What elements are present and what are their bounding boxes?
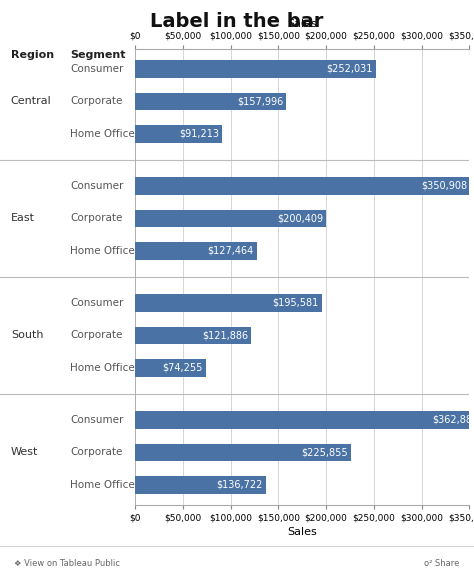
Bar: [135, 242, 257, 260]
Text: West: West: [11, 447, 38, 458]
Text: Central: Central: [11, 96, 52, 107]
Bar: [135, 411, 474, 429]
Text: Corporate: Corporate: [70, 447, 123, 458]
Text: $121,886: $121,886: [202, 331, 248, 340]
Text: Home Office: Home Office: [70, 480, 135, 490]
Bar: [135, 294, 322, 312]
Text: $362,881: $362,881: [433, 415, 474, 425]
Text: Home Office: Home Office: [70, 363, 135, 373]
Bar: [135, 444, 351, 461]
Text: o² Share: o² Share: [424, 559, 460, 568]
Text: $195,581: $195,581: [273, 298, 319, 308]
Text: Region: Region: [11, 50, 54, 60]
Text: $252,031: $252,031: [327, 64, 373, 74]
Text: Consumer: Consumer: [70, 181, 124, 191]
Text: $74,255: $74,255: [163, 363, 203, 373]
Text: $136,722: $136,722: [217, 480, 263, 490]
Text: Consumer: Consumer: [70, 64, 124, 74]
Bar: [135, 60, 376, 78]
X-axis label: Sales: Sales: [287, 527, 317, 537]
Text: South: South: [11, 331, 43, 340]
Text: Home Office: Home Office: [70, 246, 135, 256]
Text: $225,855: $225,855: [301, 447, 348, 458]
Text: East: East: [11, 213, 35, 223]
Text: $350,908: $350,908: [421, 181, 467, 191]
Text: Corporate: Corporate: [70, 213, 123, 223]
Text: $200,409: $200,409: [277, 213, 324, 223]
Bar: [135, 476, 265, 494]
Text: $127,464: $127,464: [208, 246, 254, 256]
Text: Corporate: Corporate: [70, 96, 123, 107]
Text: Consumer: Consumer: [70, 415, 124, 425]
Bar: [135, 177, 470, 195]
Bar: [135, 125, 222, 143]
Text: Consumer: Consumer: [70, 298, 124, 308]
Bar: [135, 327, 252, 345]
Bar: [135, 209, 327, 227]
Bar: [135, 359, 206, 377]
Text: Label in the bar: Label in the bar: [150, 12, 324, 31]
X-axis label: Sales: Sales: [287, 19, 317, 29]
Text: Segment: Segment: [70, 50, 126, 60]
Text: Corporate: Corporate: [70, 331, 123, 340]
Text: $91,213: $91,213: [179, 129, 219, 139]
Bar: [135, 93, 286, 110]
Text: ❖ View on Tableau Public: ❖ View on Tableau Public: [14, 559, 120, 568]
Text: $157,996: $157,996: [237, 96, 283, 107]
Text: Home Office: Home Office: [70, 129, 135, 139]
